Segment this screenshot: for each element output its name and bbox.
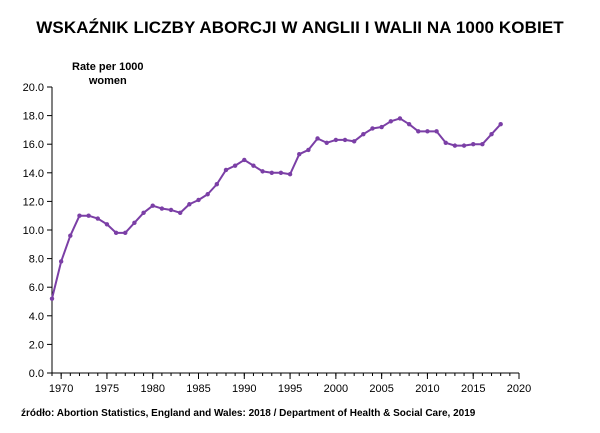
x-ticks: 1970 1975 1980 1985 1990 1995 2000 2005 2010 2015… xyxy=(49,373,531,395)
data-point xyxy=(370,126,375,131)
data-point xyxy=(187,202,192,207)
x-tick-label: 2020 xyxy=(507,383,531,395)
x-tick-label: 1995 xyxy=(278,383,302,395)
x-tick-label: 1990 xyxy=(232,383,256,395)
data-point xyxy=(324,140,329,145)
data-point xyxy=(333,137,339,143)
data-point xyxy=(388,119,394,124)
data-point xyxy=(434,129,439,134)
data-point xyxy=(113,230,119,236)
data-point xyxy=(132,220,137,226)
data-point xyxy=(297,152,302,157)
data-point xyxy=(452,143,458,148)
y-axis-label-line-2: women xyxy=(88,75,127,87)
x-tick-label: 1975 xyxy=(95,383,119,395)
data-point xyxy=(123,230,128,236)
data-point xyxy=(443,140,448,145)
data-point xyxy=(480,142,485,147)
y-tick-label: 4.0 xyxy=(29,311,44,323)
data-point xyxy=(361,131,366,137)
data-point xyxy=(86,213,91,218)
y-tick-label: 16.0 xyxy=(23,139,44,151)
data-point xyxy=(95,216,100,221)
x-tick-label: 2015 xyxy=(461,383,485,395)
series-line xyxy=(51,117,502,299)
y-tick-label: 6.0 xyxy=(29,282,44,294)
x-tick-label: 1970 xyxy=(49,383,73,395)
data-point xyxy=(498,121,503,127)
x-tick-label: 2010 xyxy=(415,383,439,395)
data-point xyxy=(242,157,247,163)
x-tick-label: 1980 xyxy=(140,383,164,395)
data-point xyxy=(104,222,110,227)
data-point xyxy=(214,182,220,187)
y-ticks: 0.0 2.0 4.0 6.0 8.0 10.0 12.0 14.0 16.0 18.0 20.0 xyxy=(23,82,52,380)
data-point xyxy=(159,206,165,211)
data-point xyxy=(232,163,238,168)
y-tick-label: 8.0 xyxy=(29,254,44,266)
y-tick-label: 0.0 xyxy=(29,368,44,380)
data-point xyxy=(425,129,430,134)
data-point xyxy=(223,167,229,173)
y-axis-label: Rate per 1000 women xyxy=(72,60,144,88)
y-axis-label-line-1: Rate per 1000 xyxy=(72,61,144,73)
data-point xyxy=(77,213,82,218)
source-note: źródło: Abortion Statistics, England and… xyxy=(21,408,476,419)
data-point xyxy=(150,203,155,208)
y-tick-label: 20.0 xyxy=(23,82,44,94)
axes xyxy=(51,87,519,374)
data-point xyxy=(260,169,265,174)
data-point xyxy=(315,136,320,141)
y-tick-label: 14.0 xyxy=(23,168,44,180)
data-point xyxy=(351,139,357,144)
data-point xyxy=(177,210,183,216)
data-point xyxy=(141,210,146,216)
y-tick-label: 2.0 xyxy=(29,339,44,351)
data-point xyxy=(397,116,403,121)
data-point xyxy=(287,172,293,177)
data-point xyxy=(489,131,494,137)
data-point xyxy=(251,163,256,168)
data-point xyxy=(269,170,274,175)
x-tick-label: 2000 xyxy=(324,383,348,395)
data-point xyxy=(461,143,467,148)
data-point xyxy=(168,207,174,213)
data-point xyxy=(68,233,73,238)
data-point xyxy=(406,121,412,127)
data-point xyxy=(58,259,64,264)
data-point xyxy=(379,124,384,130)
y-tick-label: 10.0 xyxy=(23,225,44,237)
x-tick-label: 1985 xyxy=(186,383,210,395)
data-point xyxy=(196,197,201,203)
data-point xyxy=(306,147,311,153)
data-series xyxy=(49,116,503,301)
data-point xyxy=(205,192,210,197)
chart-title: WSKAŹNIK LICZBY ABORCJI W ANGLII I WALII… xyxy=(36,18,564,37)
data-point xyxy=(278,170,284,175)
data-point xyxy=(342,137,348,143)
data-point xyxy=(416,129,421,134)
data-point xyxy=(49,296,55,301)
y-tick-label: 12.0 xyxy=(23,196,44,208)
x-tick-label: 2005 xyxy=(369,383,393,395)
y-tick-label: 18.0 xyxy=(23,111,44,123)
data-point xyxy=(471,142,476,147)
